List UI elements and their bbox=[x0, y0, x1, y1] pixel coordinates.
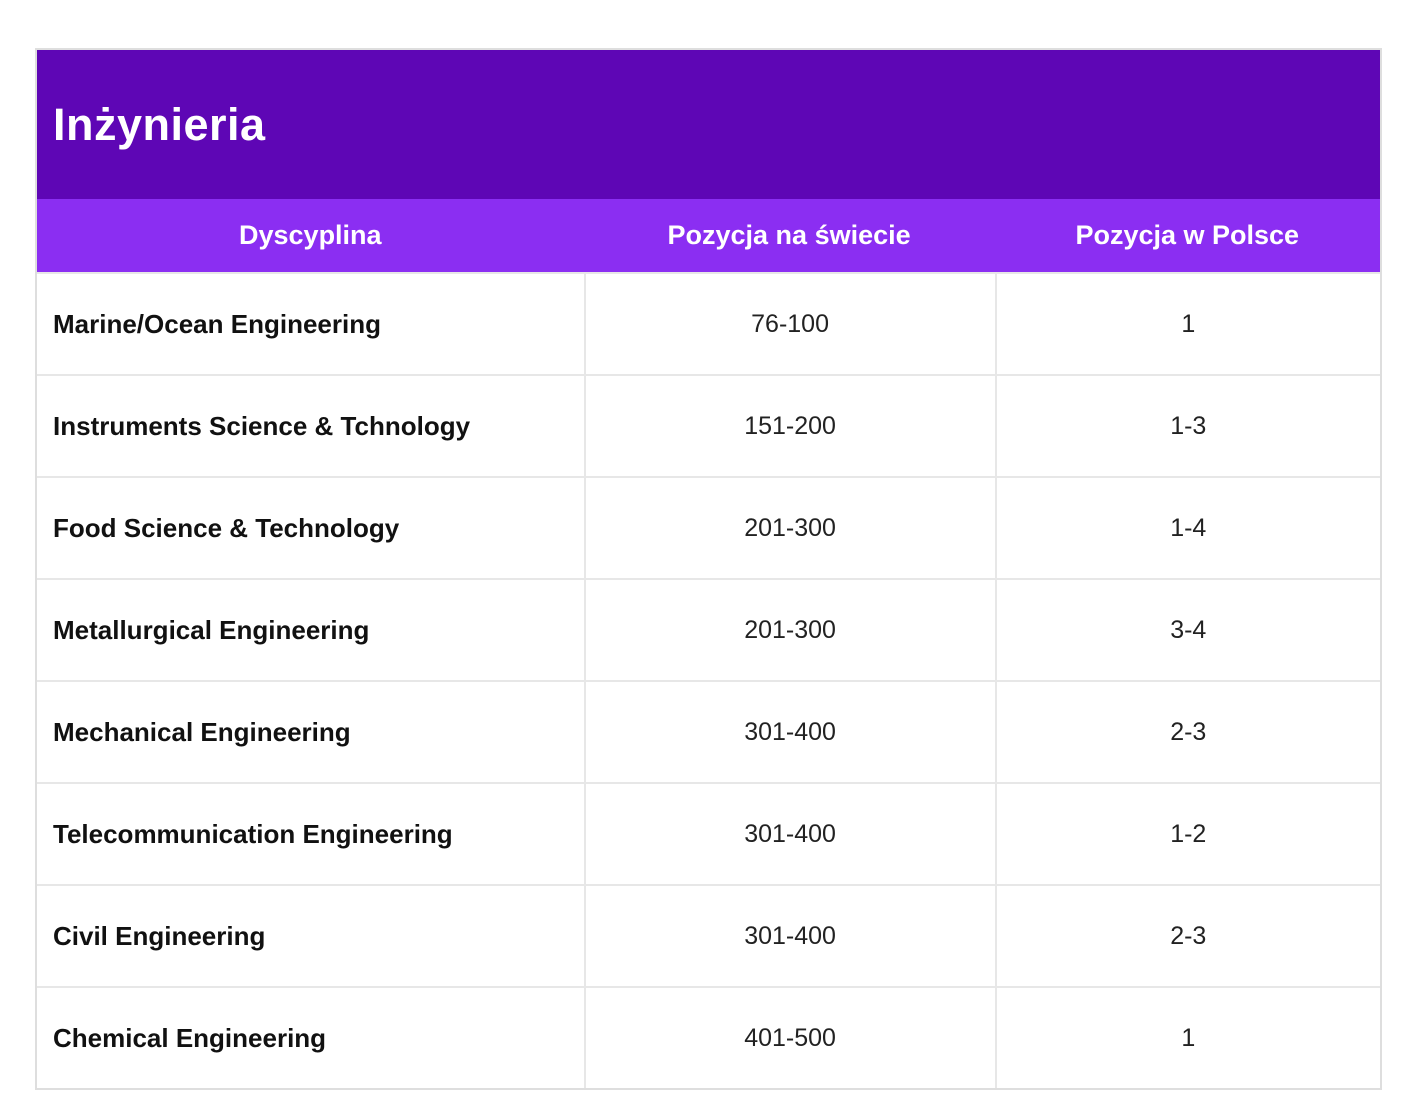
discipline-cell: Telecommunication Engineering bbox=[53, 818, 453, 849]
discipline-cell: Mechanical Engineering bbox=[53, 716, 351, 747]
world-position-cell: 301-400 bbox=[583, 682, 995, 782]
poland-position-cell: 1-3 bbox=[994, 376, 1380, 476]
discipline-cell: Chemical Engineering bbox=[53, 1022, 327, 1053]
column-header-pozycja-w-polsce: Pozycja w Polsce bbox=[1075, 220, 1300, 250]
poland-position-cell: 3-4 bbox=[994, 580, 1380, 680]
poland-position-cell: 1 bbox=[994, 274, 1380, 374]
column-header-dyscyplina: Dyscyplina bbox=[239, 220, 382, 250]
table-row: Chemical Engineering 401-500 1 bbox=[37, 986, 1380, 1088]
table-row: Telecommunication Engineering 301-400 1-… bbox=[37, 782, 1380, 884]
world-position-cell: 301-400 bbox=[583, 886, 995, 986]
table-row: Instruments Science & Tchnology 151-200 … bbox=[37, 374, 1380, 476]
discipline-cell: Civil Engineering bbox=[53, 920, 266, 951]
table-row: Metallurgical Engineering 201-300 3-4 bbox=[37, 578, 1380, 680]
poland-position-cell: 1-4 bbox=[994, 478, 1380, 578]
poland-position-cell: 2-3 bbox=[994, 682, 1380, 782]
world-position-cell: 151-200 bbox=[583, 376, 995, 476]
table-title-banner: Inżynieria bbox=[37, 50, 1380, 199]
table-header-row: Dyscyplina Pozycja na świecie Pozycja w … bbox=[37, 199, 1380, 272]
world-position-cell: 201-300 bbox=[583, 478, 995, 578]
discipline-cell: Food Science & Technology bbox=[53, 512, 400, 543]
page-title: Inżynieria bbox=[53, 98, 266, 150]
table-row: Marine/Ocean Engineering 76-100 1 bbox=[37, 272, 1380, 374]
poland-position-cell: 1-2 bbox=[994, 784, 1380, 884]
poland-position-cell: 2-3 bbox=[994, 886, 1380, 986]
world-position-cell: 201-300 bbox=[583, 580, 995, 680]
discipline-cell: Instruments Science & Tchnology bbox=[53, 410, 471, 441]
table-row: Civil Engineering 301-400 2-3 bbox=[37, 884, 1380, 986]
world-position-cell: 301-400 bbox=[583, 784, 995, 884]
poland-position-cell: 1 bbox=[994, 988, 1380, 1088]
world-position-cell: 76-100 bbox=[583, 274, 995, 374]
ranking-table: Inżynieria Dyscyplina Pozycja na świecie… bbox=[35, 48, 1382, 1090]
column-header-pozycja-na-swiecie: Pozycja na świecie bbox=[667, 220, 911, 250]
world-position-cell: 401-500 bbox=[583, 988, 995, 1088]
table-row: Mechanical Engineering 301-400 2-3 bbox=[37, 680, 1380, 782]
table-row: Food Science & Technology 201-300 1-4 bbox=[37, 476, 1380, 578]
discipline-cell: Metallurgical Engineering bbox=[53, 614, 370, 645]
discipline-cell: Marine/Ocean Engineering bbox=[53, 308, 381, 339]
